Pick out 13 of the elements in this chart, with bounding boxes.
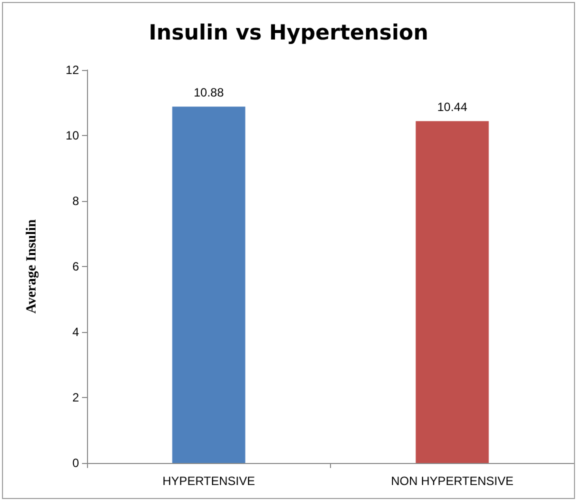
y-tick-label: 2	[72, 390, 80, 404]
y-tick-label: 4	[72, 325, 80, 339]
data-label: 10.44	[437, 100, 468, 114]
y-tick-label: 12	[66, 63, 80, 77]
y-tick-label: 8	[72, 194, 80, 208]
y-tick-label: 10	[66, 128, 80, 142]
data-label: 10.88	[194, 86, 224, 100]
y-tick-label: 6	[72, 260, 80, 274]
y-tick-label: 0	[72, 456, 80, 470]
chart-title: Insulin vs Hypertension	[148, 20, 428, 44]
y-axis-title: Average Insulin	[24, 219, 40, 314]
x-tick-label: HYPERTENSIVE	[162, 474, 255, 488]
x-tick-label: NON HYPERTENSIVE	[391, 474, 514, 488]
